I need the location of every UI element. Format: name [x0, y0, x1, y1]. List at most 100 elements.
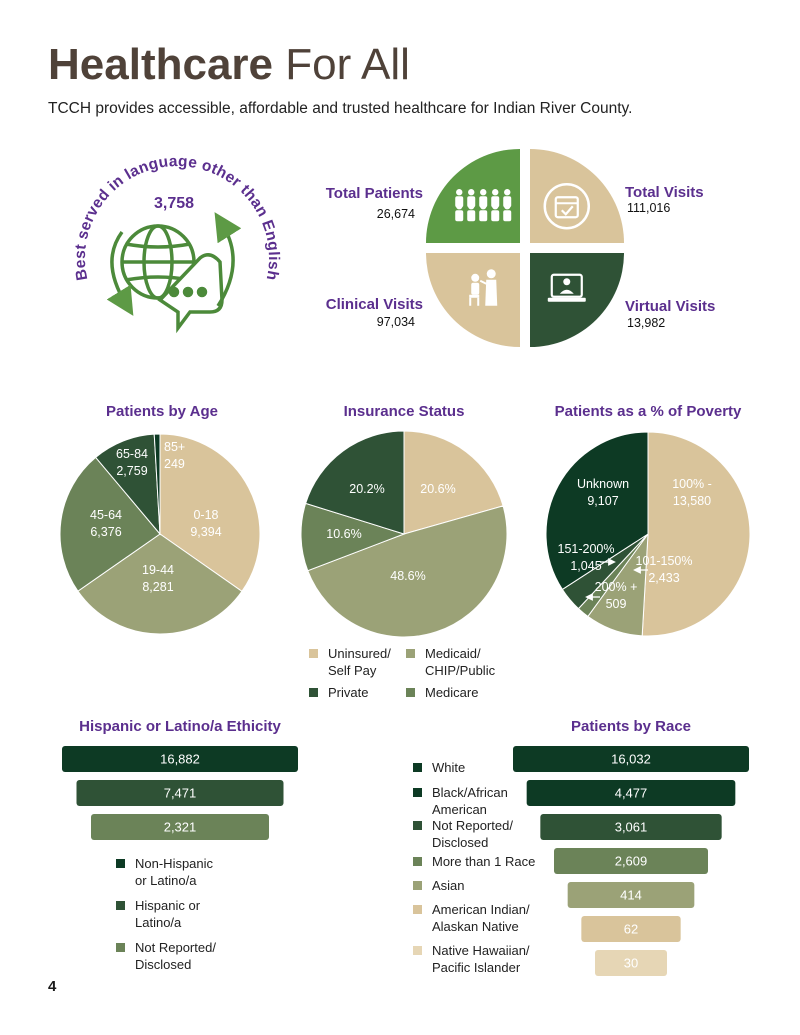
- doctor-patient-icon: [469, 269, 498, 306]
- funnel-bar: [513, 746, 749, 772]
- legend-swatch: [413, 763, 422, 772]
- legend-item-ethnicity: Not Reported/Disclosed: [135, 940, 216, 972]
- slice-value-label: 9,107: [587, 494, 618, 508]
- legend-swatch: [413, 821, 422, 830]
- bar-value-label: 414: [620, 888, 642, 903]
- age-chart-title: Patients by Age: [106, 403, 218, 420]
- slice-value-label: 8,281: [142, 580, 173, 594]
- telehealth-laptop-icon: [547, 273, 586, 302]
- slice-value-label: 1,045: [570, 559, 601, 573]
- stat-value: 13,982: [627, 316, 665, 330]
- slice-value-label: 249: [164, 457, 185, 471]
- legend-swatch: [116, 943, 125, 952]
- title-rest: For All: [285, 40, 410, 89]
- legend-item-race: Black/African American: [432, 785, 508, 817]
- pie-slice: [159, 433, 261, 593]
- stat-quadrant-1: [426, 149, 520, 243]
- legend-item-medicare: Medicare: [425, 685, 479, 700]
- race-funnel-chart: 16,032 4,477 3,061 2,609 414 62 30: [513, 746, 749, 976]
- legend-item-race: White: [432, 760, 466, 775]
- legend-swatch: [413, 788, 422, 797]
- slice-label: 0-18: [193, 508, 218, 522]
- slice-value-label: 20.6%: [420, 482, 455, 496]
- insurance-pie-chart: 20.6% 48.6% 10.6% 20.2%: [300, 430, 508, 638]
- funnel-bar: [567, 882, 695, 908]
- ethnicity-chart-title: Hispanic or Latino/a Ethicity: [79, 718, 281, 735]
- funnel-bar: [595, 950, 667, 976]
- bar-value-label: 2,321: [164, 820, 197, 835]
- slice-label: 65-84: [116, 447, 148, 461]
- legend-swatch: [309, 649, 318, 658]
- crowd-icon: [455, 189, 512, 222]
- age-pie-chart: 0-18 9,394 19-44 8,281 45-64 6,376 65-84 2,759 8…: [59, 433, 261, 635]
- bar-value-label: 4,477: [615, 786, 648, 801]
- bar-value-label: 16,882: [160, 752, 200, 767]
- legend-item-private: Private: [328, 685, 369, 700]
- pie-slice: [59, 456, 161, 592]
- slice-value-label: 2,759: [116, 464, 147, 478]
- pie-slice: [305, 430, 405, 535]
- funnel-bar: [554, 848, 708, 874]
- stat-quadrant-2: [530, 149, 624, 243]
- legend-item-ethnicity: Hispanic or Latino/a: [135, 898, 201, 930]
- funnel-bar: [526, 780, 736, 806]
- stat-label: Total Visits: [625, 184, 704, 201]
- pie-slice: [300, 502, 406, 572]
- bar-value-label: 2,609: [615, 854, 648, 869]
- stat-label: Total Patients: [326, 185, 423, 202]
- funnel-bar: [540, 814, 722, 840]
- pie-slice: [403, 430, 504, 535]
- title-bold: Healthcare: [48, 40, 274, 89]
- stat-quadrant-3: [426, 253, 520, 347]
- slice-label: 19-44: [142, 563, 174, 577]
- legend-item-medicaid: Medicaid/CHIP/Public: [425, 646, 496, 678]
- insurance-chart-title: Insurance Status: [344, 403, 465, 420]
- legend-swatch: [406, 688, 415, 697]
- slice-label: 101-150%: [636, 554, 693, 568]
- bar-value-label: 7,471: [164, 786, 197, 801]
- legend-item-race: More than 1 Race: [432, 854, 536, 869]
- page-title: Healthcare For All: [48, 40, 410, 90]
- poverty-chart-title: Patients as a % of Poverty: [555, 403, 742, 420]
- funnel-bar: [91, 814, 269, 840]
- slice-value-label: 509: [606, 597, 627, 611]
- globe-speech-bubble-icon: [106, 212, 242, 334]
- bar-value-label: 62: [624, 922, 638, 937]
- slice-label: 45-64: [90, 508, 122, 522]
- legend-item-ethnicity: Non-Hispanic or Latino/a: [135, 856, 214, 888]
- bar-value-label: 30: [624, 956, 638, 971]
- page-number: 4: [48, 978, 57, 995]
- slice-label: 85+: [164, 440, 185, 454]
- legend-swatch: [406, 649, 415, 658]
- legend-swatch: [413, 857, 422, 866]
- poverty-pie-chart: 100% - 13,580 101-150% 2,433 200% + 509 151-20…: [545, 431, 751, 637]
- stat-label: Virtual Visits: [625, 298, 715, 315]
- legend-item-race: Asian: [432, 878, 465, 893]
- funnel-bar: [76, 780, 284, 806]
- slice-value-label: 48.6%: [390, 569, 425, 583]
- slice-label: 100% -: [672, 477, 712, 491]
- slice-label: 151-200%: [558, 542, 615, 556]
- slice-value-label: 13,580: [673, 494, 711, 508]
- pie-slice: [641, 431, 751, 637]
- legend-item-race: American Indian/Alaskan Native: [432, 902, 530, 934]
- language-value: 3,758: [154, 195, 194, 212]
- legend-swatch: [309, 688, 318, 697]
- pie-slice: [307, 505, 508, 638]
- legend-swatch: [413, 881, 422, 890]
- pie-slice: [153, 433, 161, 535]
- stat-value: 26,674: [377, 207, 415, 221]
- race-chart-title: Patients by Race: [571, 718, 691, 735]
- pie-slice: [77, 533, 243, 635]
- slice-value-label: 2,433: [648, 571, 679, 585]
- legend-swatch: [413, 946, 422, 955]
- bar-value-label: 3,061: [615, 820, 648, 835]
- legend-swatch: [116, 859, 125, 868]
- legend-swatch: [413, 905, 422, 914]
- legend-item-race: Native Hawaiian/Pacific Islander: [432, 943, 530, 975]
- funnel-bar: [581, 916, 681, 942]
- stat-value: 97,034: [377, 315, 415, 329]
- stat-label: Clinical Visits: [326, 296, 423, 313]
- stat-value: 111,016: [627, 201, 670, 215]
